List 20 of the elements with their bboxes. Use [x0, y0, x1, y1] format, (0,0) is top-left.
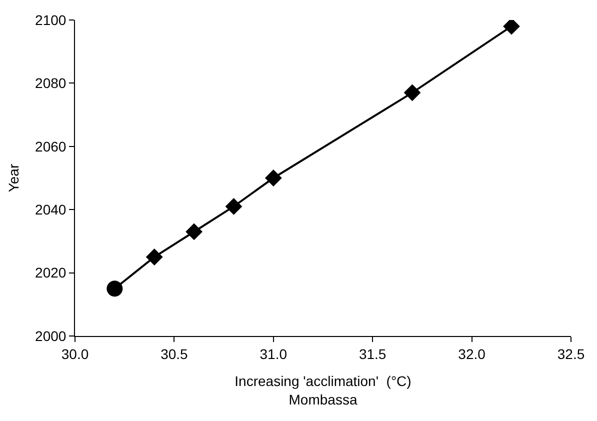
point	[106, 280, 123, 297]
y-tick-label: 2040	[35, 202, 66, 218]
y-tick-label: 2000	[35, 328, 66, 344]
point	[186, 223, 202, 240]
y-tick-label: 2080	[35, 75, 66, 92]
x-tick-label: 32.0	[458, 346, 486, 362]
x-tick-label: 31.5	[358, 346, 386, 362]
point	[404, 84, 421, 102]
point	[225, 198, 242, 215]
x-tick-label: 30.5	[160, 346, 188, 362]
y-axis-title: Year	[6, 164, 22, 192]
x-tick-label: 30.0	[61, 346, 89, 362]
y-tick-label: 2060	[35, 138, 66, 154]
y-tick-label: 2100	[35, 12, 66, 28]
x-tick-label: 32.5	[557, 346, 585, 362]
y-tick-label: 2020	[35, 264, 66, 281]
x-tick-label: 31.0	[260, 346, 288, 362]
point	[146, 248, 163, 266]
x-axis-title: Increasing 'acclimation' (°C) Mombassa	[234, 373, 412, 408]
point	[264, 170, 282, 186]
